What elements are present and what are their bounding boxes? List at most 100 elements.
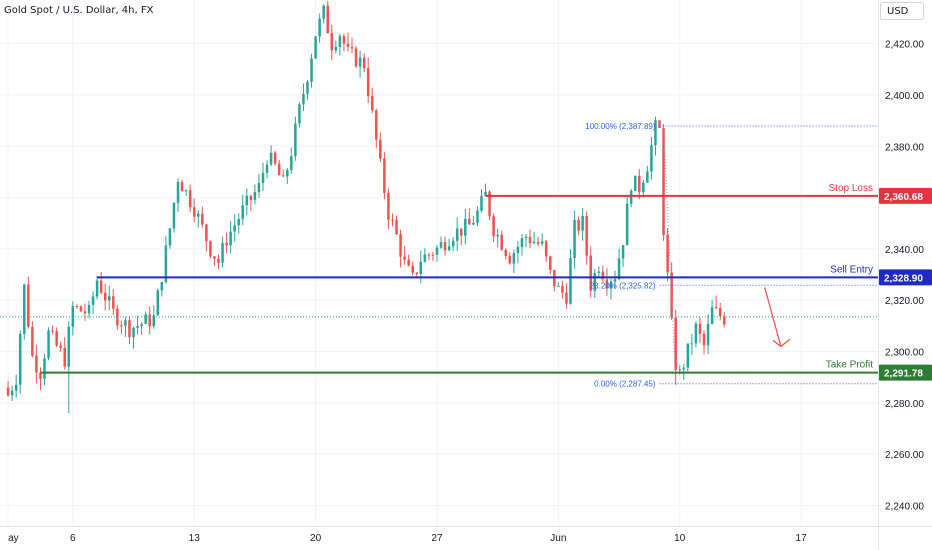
candle-body xyxy=(625,203,629,246)
candle-body xyxy=(415,272,419,275)
candle-body xyxy=(702,333,706,346)
candle-body xyxy=(621,245,625,259)
candle-body xyxy=(650,145,653,172)
candle-body xyxy=(269,152,273,165)
candle-body xyxy=(176,181,180,203)
candle-body xyxy=(71,306,75,327)
candle-body xyxy=(395,220,398,235)
candle-body xyxy=(172,202,176,229)
x-tick-label: Jun xyxy=(550,533,566,544)
candle-body xyxy=(468,218,471,225)
candle-body xyxy=(557,285,560,287)
candle-body xyxy=(140,323,143,326)
candle-body xyxy=(18,333,22,385)
candle-body xyxy=(633,175,637,191)
candle-body xyxy=(694,323,698,344)
currency-selector[interactable]: USD xyxy=(880,2,924,20)
candle-body xyxy=(59,345,62,348)
candle-body xyxy=(47,330,50,359)
candle-body xyxy=(120,325,123,327)
candle-body xyxy=(387,192,390,220)
candle-body xyxy=(609,281,613,289)
candle-body xyxy=(362,57,366,69)
candle-body xyxy=(67,326,71,367)
candle-body xyxy=(662,127,665,236)
candle-body xyxy=(443,242,447,251)
candle-body xyxy=(273,152,277,164)
chart-title: Gold Spot / U.S. Dollar, 4h, FX xyxy=(4,5,154,16)
candle-body xyxy=(322,5,325,19)
y-tick-label: 2,420.00 xyxy=(885,40,924,51)
candle-body xyxy=(698,323,702,334)
candle-body xyxy=(601,271,605,280)
candle-body xyxy=(298,104,301,124)
candle-body xyxy=(370,95,374,111)
candle-series xyxy=(6,1,726,414)
candle-body xyxy=(180,181,184,192)
candle-body xyxy=(423,254,427,262)
candle-body xyxy=(201,213,204,225)
candle-body xyxy=(87,304,91,314)
candle-body xyxy=(132,327,135,338)
candle-body xyxy=(480,195,483,211)
candle-body xyxy=(403,256,406,260)
candle-body xyxy=(581,215,584,231)
candle-body xyxy=(646,171,649,183)
candle-body xyxy=(435,247,439,255)
candle-body xyxy=(549,256,552,270)
fib-trend-line xyxy=(663,125,677,384)
candle-body xyxy=(152,315,156,327)
stop-level-label: Stop Loss xyxy=(829,183,873,194)
candle-body xyxy=(294,123,297,157)
candle-body xyxy=(690,343,694,345)
candle-body xyxy=(399,234,402,257)
candle-body xyxy=(249,195,253,200)
candle-body xyxy=(354,48,358,67)
candle-body xyxy=(431,254,435,256)
candle-body xyxy=(407,259,410,266)
candle-body xyxy=(573,219,576,259)
candle-body xyxy=(464,218,467,236)
candle-body xyxy=(148,314,151,327)
candle-body xyxy=(237,218,240,226)
candle-body xyxy=(209,241,212,257)
candle-body xyxy=(375,110,378,140)
candle-body xyxy=(326,5,329,34)
candle-body xyxy=(103,292,107,301)
y-tick-label: 2,400.00 xyxy=(885,91,924,102)
candle-body xyxy=(577,219,580,231)
candle-body xyxy=(217,258,220,263)
candle-body xyxy=(532,241,536,244)
candle-body xyxy=(605,279,609,289)
candle-body xyxy=(156,290,160,316)
candle-body xyxy=(6,387,10,396)
candle-body xyxy=(314,36,317,59)
x-tick-label: 17 xyxy=(796,533,808,544)
candle-body xyxy=(342,36,346,44)
fib-level-label: 0.00% (2,287.45) xyxy=(594,380,656,389)
candle-body xyxy=(504,249,508,256)
candle-body xyxy=(391,219,394,221)
fib-level-label: 100.00% (2,387.89) xyxy=(585,122,656,131)
candle-body xyxy=(670,272,673,318)
candle-body xyxy=(188,190,192,208)
candle-body xyxy=(472,222,475,225)
candle-body xyxy=(27,284,30,327)
candle-body xyxy=(617,258,621,280)
x-tick-label: 13 xyxy=(189,533,201,544)
candle-body xyxy=(51,330,54,332)
candle-body xyxy=(459,228,463,236)
candle-body xyxy=(277,163,281,176)
candle-body xyxy=(310,58,313,82)
entry-price-badge xyxy=(879,269,932,286)
entry-price-badge-label: 2,328.90 xyxy=(884,273,923,284)
target-price-badge xyxy=(879,364,932,381)
candle-body xyxy=(540,241,544,244)
candle-body xyxy=(528,236,532,244)
candle-body xyxy=(221,242,224,263)
candle-body xyxy=(520,238,524,248)
candle-body xyxy=(261,172,265,183)
candle-body xyxy=(706,323,710,346)
candle-body xyxy=(205,224,208,242)
